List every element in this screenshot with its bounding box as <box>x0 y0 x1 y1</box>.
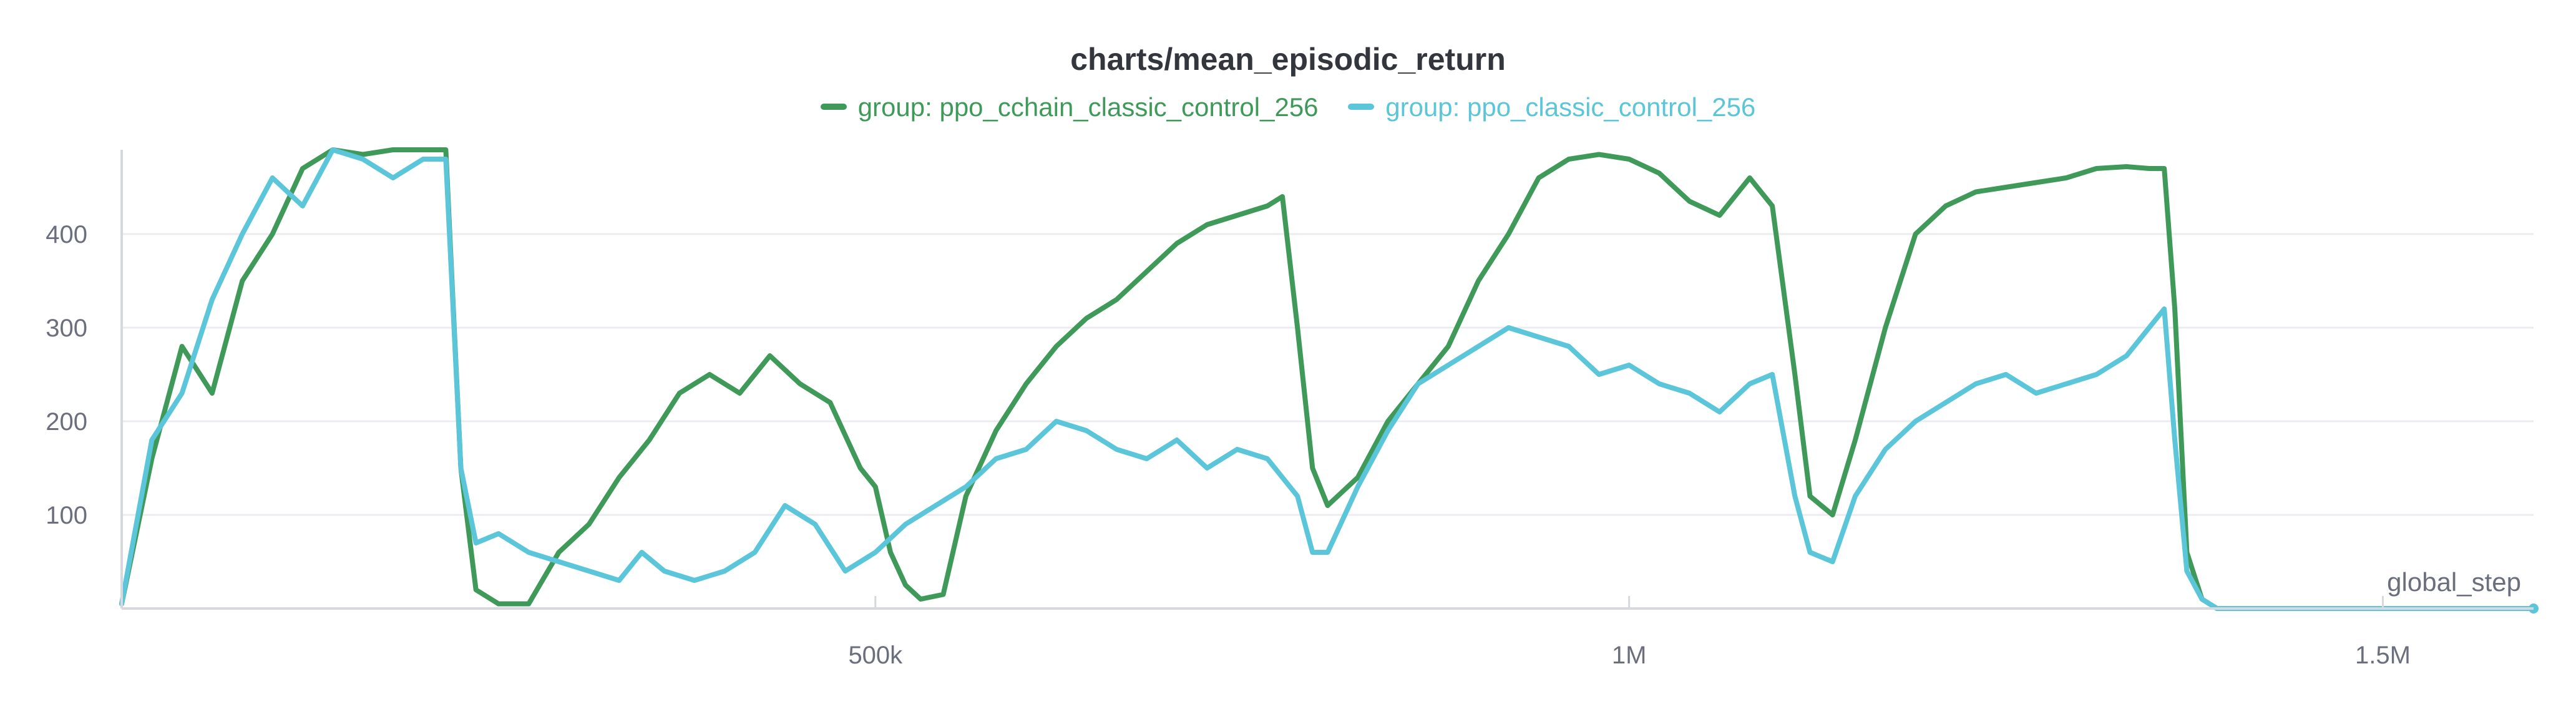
tick-labels: 100 200 300 400 500k 1M 1.5M <box>46 221 2411 669</box>
x-tick-label: 1M <box>1612 642 1647 669</box>
legend: group: ppo_cchain_classic_control_256 gr… <box>0 92 2576 122</box>
y-tick-label: 200 <box>46 408 87 436</box>
y-tick-label: 400 <box>46 221 87 248</box>
series-lines <box>119 147 2539 614</box>
series-line-0[interactable] <box>119 147 2536 611</box>
y-tick-label: 300 <box>46 315 87 342</box>
gridlines <box>122 233 2534 516</box>
x-tick-label: 1.5M <box>2355 642 2411 669</box>
legend-item-classic[interactable]: group: ppo_classic_control_256 <box>1348 92 1755 122</box>
x-axis-title: global_step <box>2387 567 2521 597</box>
chart-title: charts/mean_episodic_return <box>1070 42 1506 77</box>
x-tick-label: 500k <box>848 642 903 669</box>
y-tick-label: 100 <box>46 502 87 529</box>
legend-label-classic: group: ppo_classic_control_256 <box>1385 92 1756 122</box>
legend-swatch-cchain <box>820 103 847 110</box>
legend-label-cchain: group: ppo_cchain_classic_control_256 <box>857 92 1319 122</box>
legend-item-cchain[interactable]: group: ppo_cchain_classic_control_256 <box>820 92 1319 122</box>
legend-swatch-classic <box>1348 103 1375 110</box>
series-line-1[interactable] <box>119 147 2536 611</box>
axes <box>120 150 2534 610</box>
